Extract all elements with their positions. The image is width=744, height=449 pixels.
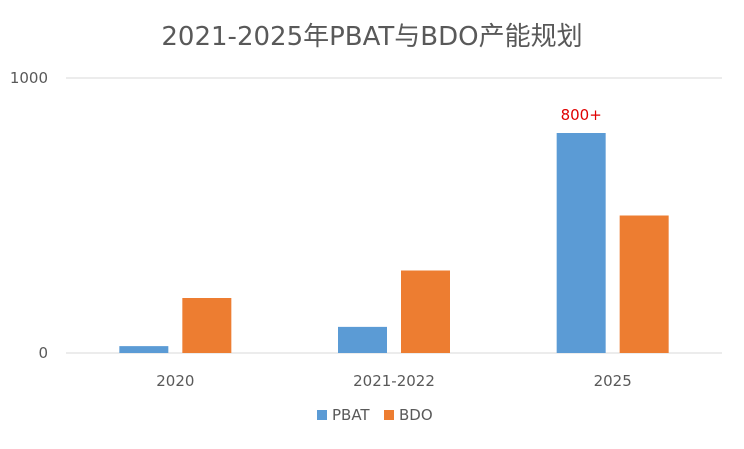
legend-item-pbat[interactable]: PBAT — [317, 406, 370, 424]
annotations: 800+ — [561, 106, 602, 124]
bar-pbat-2025 — [556, 133, 606, 353]
bars — [119, 133, 669, 353]
legend-swatch — [317, 410, 327, 420]
y-tick-label: 0 — [38, 344, 48, 362]
chart-title: 2021-2025年PBAT与BDO产能规划 — [161, 22, 582, 52]
bar-bdo-2025 — [619, 215, 669, 353]
legend-swatch — [384, 410, 394, 420]
bar-bdo-2020 — [182, 298, 232, 353]
bar-pbat-2020 — [119, 346, 169, 353]
legend-item-bdo[interactable]: BDO — [384, 406, 433, 424]
x-tick-label: 2025 — [594, 372, 632, 390]
y-tick-label: 1000 — [10, 69, 48, 87]
legend-label: BDO — [399, 406, 433, 424]
y-axis-ticks: 0 1000 — [10, 69, 48, 362]
legend-label: PBAT — [332, 406, 370, 424]
data-label: 800+ — [561, 106, 602, 124]
bar-pbat-2021-2022 — [338, 326, 387, 353]
x-tick-label: 2021-2022 — [353, 372, 435, 390]
x-tick-label: 2020 — [156, 372, 194, 390]
legend[interactable]: PBAT BDO — [317, 406, 433, 424]
bar-bdo-2021-2022 — [401, 270, 450, 353]
gridlines — [66, 77, 722, 354]
x-axis-labels: 2020 2021-2022 2025 — [156, 372, 632, 390]
